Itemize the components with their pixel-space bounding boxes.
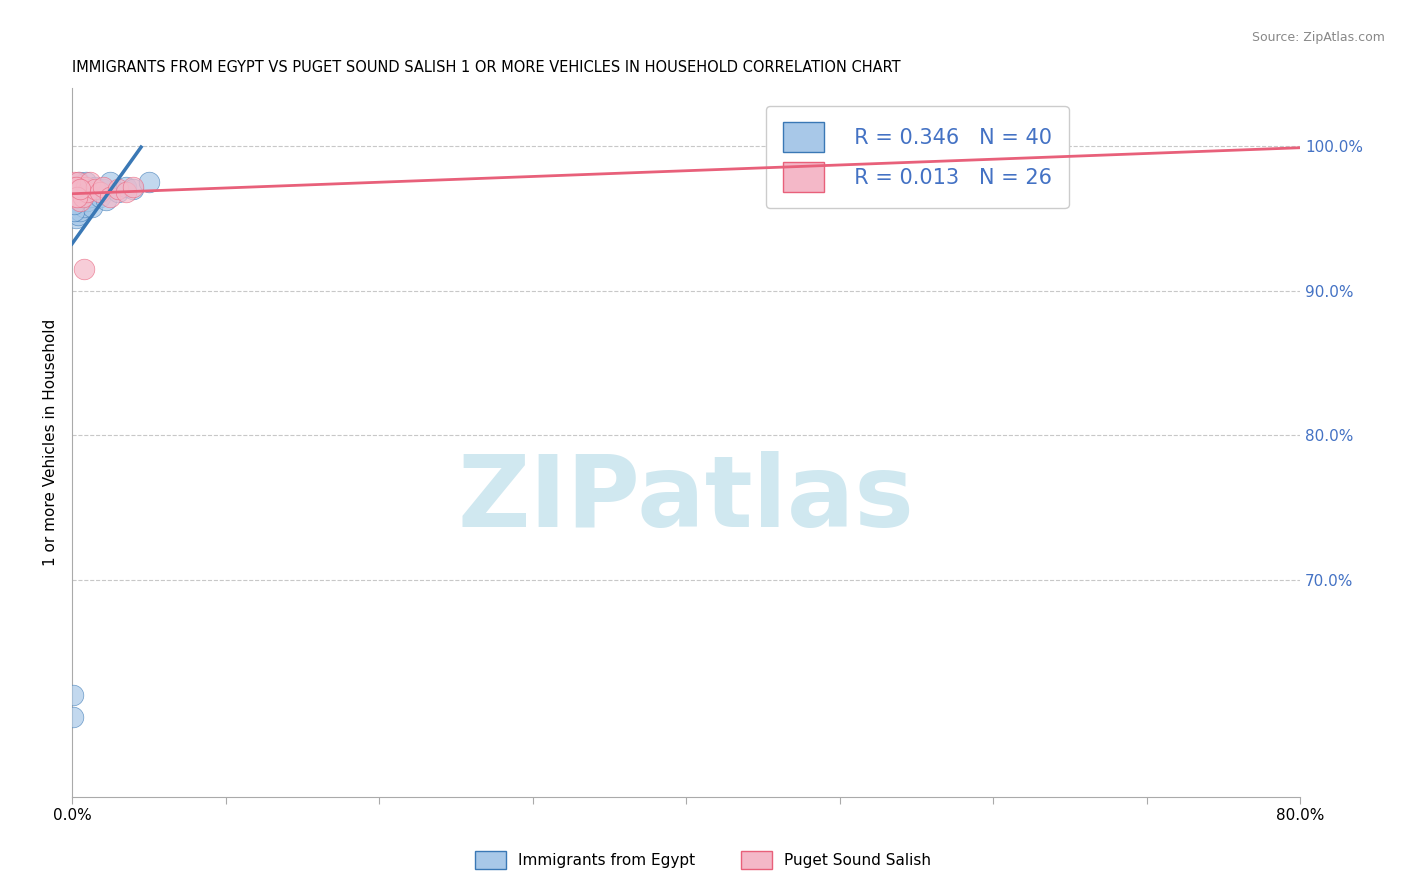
Point (80, 200, 103, 214)
Point (67, 175, 90, 189)
Legend: Immigrants from Egypt, Puget Sound Salish: Immigrants from Egypt, Puget Sound Salis… (470, 845, 936, 875)
Point (107, 186, 129, 200)
Point (114, 186, 136, 200)
Point (76, 194, 98, 208)
Point (84, 182, 107, 196)
Point (72, 190, 94, 204)
Point (65, 193, 87, 207)
Point (66, 186, 89, 200)
Point (66, 194, 89, 208)
Point (66, 179, 89, 194)
Legend:   R = 0.346   N = 40,   R = 0.013   N = 26: R = 0.346 N = 40, R = 0.013 N = 26 (766, 106, 1069, 209)
Point (72, 193, 94, 207)
Point (65, 186, 87, 200)
Point (122, 179, 145, 194)
Point (114, 179, 136, 194)
Point (75, 175, 97, 189)
Point (69, 194, 91, 208)
Point (63, 179, 86, 194)
Point (62, 689, 84, 703)
Point (76, 186, 98, 200)
Point (63, 182, 86, 196)
Point (65, 179, 87, 194)
Point (67, 209, 90, 223)
Point (75, 179, 97, 194)
Point (63, 197, 86, 211)
Point (67, 190, 90, 204)
Point (73, 200, 96, 214)
Text: Source: ZipAtlas.com: Source: ZipAtlas.com (1251, 31, 1385, 45)
Point (94, 193, 117, 207)
Point (70, 182, 93, 196)
Point (70, 182, 93, 196)
Point (73, 262, 96, 277)
Point (63, 182, 86, 196)
Point (66, 179, 89, 194)
Point (69, 204, 91, 219)
Point (63, 186, 86, 200)
Point (66, 197, 89, 211)
Y-axis label: 1 or more Vehicles in Household: 1 or more Vehicles in Household (44, 318, 58, 566)
Point (100, 190, 122, 204)
Point (79, 175, 101, 189)
Point (65, 211, 87, 226)
Point (84, 179, 107, 194)
Text: IMMIGRANTS FROM EGYPT VS PUGET SOUND SALISH 1 OR MORE VEHICLES IN HOUSEHOLD CORR: IMMIGRANTS FROM EGYPT VS PUGET SOUND SAL… (72, 60, 901, 75)
Point (89, 190, 111, 204)
Point (77, 182, 100, 196)
Point (79, 190, 101, 204)
Point (65, 190, 87, 204)
Point (65, 204, 87, 219)
Point (122, 182, 145, 196)
Point (89, 186, 111, 200)
Point (91, 182, 114, 196)
Point (138, 175, 160, 189)
Point (100, 175, 122, 189)
Point (63, 200, 86, 214)
Point (69, 197, 91, 211)
Point (63, 190, 86, 204)
Point (62, 204, 84, 219)
Point (91, 179, 114, 194)
Point (62, 182, 84, 196)
Point (67, 175, 90, 189)
Point (62, 175, 84, 189)
Text: ZIPatlas: ZIPatlas (457, 450, 914, 548)
Point (107, 182, 129, 196)
Point (63, 194, 86, 208)
Point (67, 186, 90, 200)
Point (65, 182, 87, 196)
Point (69, 182, 91, 196)
Point (62, 710, 84, 724)
Point (66, 190, 89, 204)
Point (70, 186, 93, 200)
